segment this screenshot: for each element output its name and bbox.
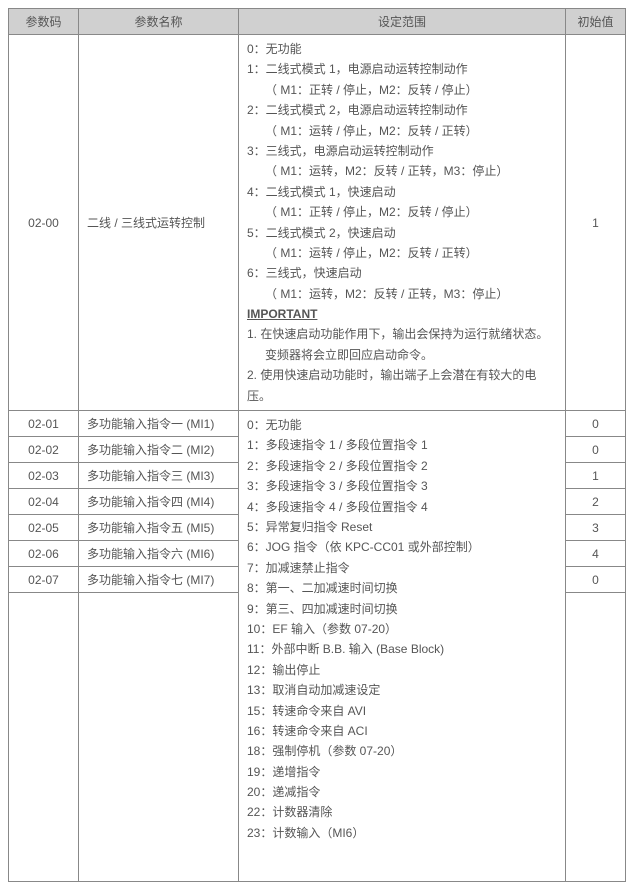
param-name-empty — [79, 593, 239, 882]
range-line: 1：二线式模式 1，电源启动运转控制动作 — [247, 59, 557, 79]
param-code-empty — [9, 593, 79, 882]
range-line: （ M1：运转 / 停止，M2：反转 / 正转） — [247, 121, 557, 141]
param-name: 多功能输入指令六 (MI6) — [79, 541, 239, 567]
param-name: 多功能输入指令七 (MI7) — [79, 567, 239, 593]
param-default-empty — [566, 593, 626, 882]
param-name: 多功能输入指令二 (MI2) — [79, 437, 239, 463]
range-line: 16：转速命令来自 ACI — [247, 721, 557, 741]
param-name: 二线 / 三线式运转控制 — [79, 35, 239, 411]
range-line: 20：递减指令 — [247, 782, 557, 802]
range-line: （ M1：运转，M2：反转 / 正转，M3：停止） — [247, 161, 557, 181]
parameter-table: 参数码 参数名称 设定范围 初始值 02-00 二线 / 三线式运转控制 0：无… — [8, 8, 626, 882]
param-code: 02-06 — [9, 541, 79, 567]
param-default: 1 — [566, 35, 626, 411]
header-code: 参数码 — [9, 9, 79, 35]
range-line: 6：三线式，快速启动 — [247, 263, 557, 283]
range-line: 5：异常复归指令 Reset — [247, 517, 557, 537]
param-name: 多功能输入指令四 (MI4) — [79, 489, 239, 515]
param-default: 2 — [566, 489, 626, 515]
range-line: 0：无功能 — [247, 39, 557, 59]
header-name: 参数名称 — [79, 9, 239, 35]
param-default: 0 — [566, 411, 626, 437]
range-line: （ M1：运转，M2：反转 / 正转，M3：停止） — [247, 284, 557, 304]
param-code: 02-02 — [9, 437, 79, 463]
param-default: 0 — [566, 567, 626, 593]
range-line: 12：输出停止 — [247, 660, 557, 680]
range-line: （ M1：正转 / 停止，M2：反转 / 停止） — [247, 80, 557, 100]
param-code: 02-03 — [9, 463, 79, 489]
range-line: （ M1：运转 / 停止，M2：反转 / 正转） — [247, 243, 557, 263]
param-code: 02-00 — [9, 35, 79, 411]
param-default: 1 — [566, 463, 626, 489]
range-line: 4：多段速指令 4 / 多段位置指令 4 — [247, 497, 557, 517]
range-line: 2：多段速指令 2 / 多段位置指令 2 — [247, 456, 557, 476]
range-line: 0：无功能 — [247, 415, 557, 435]
range-line: 4：二线式模式 1，快速启动 — [247, 182, 557, 202]
param-code: 02-05 — [9, 515, 79, 541]
header-default: 初始值 — [566, 9, 626, 35]
range-line: 1：多段速指令 1 / 多段位置指令 1 — [247, 435, 557, 455]
range-line: 15：转速命令来自 AVI — [247, 701, 557, 721]
range-line: 8：第一、二加减速时间切换 — [247, 578, 557, 598]
note-line: 变频器将会立即回应启动命令。 — [247, 345, 557, 365]
range-line: 18：强制停机（参数 07-20） — [247, 741, 557, 761]
range-line: 23：计数输入（MI6） — [247, 823, 557, 843]
param-code: 02-01 — [9, 411, 79, 437]
param-name: 多功能输入指令三 (MI3) — [79, 463, 239, 489]
range-line: 22：计数器清除 — [247, 802, 557, 822]
range-line: 6：JOG 指令（依 KPC-CC01 或外部控制） — [247, 537, 557, 557]
note-line: 1. 在快速启动功能作用下，输出会保持为运行就绪状态。 — [247, 324, 557, 344]
range-line: （ M1：正转 / 停止，M2：反转 / 停止） — [247, 202, 557, 222]
important-label: IMPORTANT — [247, 304, 557, 324]
range-line: 5：二线式模式 2，快速启动 — [247, 223, 557, 243]
range-line: 2：二线式模式 2，电源启动运转控制动作 — [247, 100, 557, 120]
param-default: 4 — [566, 541, 626, 567]
range-line: 10：EF 输入（参数 07-20） — [247, 619, 557, 639]
range-line: 3：多段速指令 3 / 多段位置指令 3 — [247, 476, 557, 496]
param-range: 0：无功能 1：二线式模式 1，电源启动运转控制动作 （ M1：正转 / 停止，… — [239, 35, 566, 411]
param-code: 02-07 — [9, 567, 79, 593]
range-line: 19：递增指令 — [247, 762, 557, 782]
table-row: 02-01多功能输入指令一 (MI1)0：无功能1：多段速指令 1 / 多段位置… — [9, 411, 626, 437]
param-default: 0 — [566, 437, 626, 463]
header-range: 设定范围 — [239, 9, 566, 35]
note-line: 2. 使用快速启动功能时，输出端子上会潜在有较大的电压。 — [247, 365, 557, 406]
param-default: 3 — [566, 515, 626, 541]
range-line: 3：三线式，电源启动运转控制动作 — [247, 141, 557, 161]
param-name: 多功能输入指令五 (MI5) — [79, 515, 239, 541]
param-code: 02-04 — [9, 489, 79, 515]
param-range-shared: 0：无功能1：多段速指令 1 / 多段位置指令 12：多段速指令 2 / 多段位… — [239, 411, 566, 882]
range-line: 11：外部中断 B.B. 输入 (Base Block) — [247, 639, 557, 659]
table-header-row: 参数码 参数名称 设定范围 初始值 — [9, 9, 626, 35]
table-row: 02-00 二线 / 三线式运转控制 0：无功能 1：二线式模式 1，电源启动运… — [9, 35, 626, 411]
range-line: 9：第三、四加减速时间切换 — [247, 599, 557, 619]
range-line: 7：加减速禁止指令 — [247, 558, 557, 578]
param-name: 多功能输入指令一 (MI1) — [79, 411, 239, 437]
range-line: 13：取消自动加减速设定 — [247, 680, 557, 700]
